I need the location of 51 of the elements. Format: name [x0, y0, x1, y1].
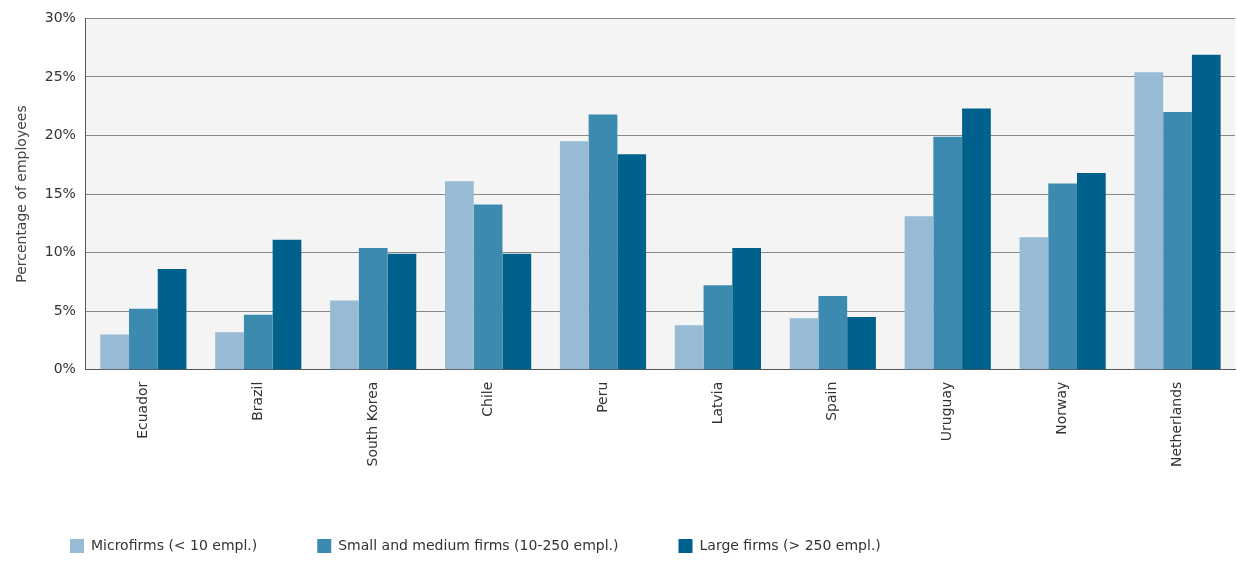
- x-tick-label: Ecuador: [134, 381, 151, 439]
- y-tick-label: 25%: [44, 67, 76, 84]
- bar: [617, 154, 647, 370]
- bar: [732, 247, 761, 370]
- x-tick-label: Netherlands: [1168, 381, 1185, 467]
- legend-label: Large firms (> 250 empl.): [699, 536, 881, 553]
- bar: [962, 108, 991, 370]
- x-tick-label: Spain: [823, 381, 840, 421]
- bar: [445, 181, 474, 370]
- x-tick-label: Uruguay: [938, 381, 955, 442]
- x-tick-label: Brazil: [248, 381, 265, 421]
- bar: [215, 332, 244, 370]
- bar: [1019, 237, 1049, 370]
- bar: [1134, 72, 1164, 370]
- bar: [818, 295, 848, 370]
- bar: [703, 285, 733, 370]
- bar: [1077, 172, 1106, 370]
- y-tick-label: 30%: [44, 9, 76, 26]
- x-tick-label: Latvia: [708, 381, 725, 425]
- bar: [847, 316, 876, 370]
- bar: [272, 239, 302, 370]
- legend-label: Small and medium firms (10-250 empl.): [338, 536, 619, 553]
- bar: [789, 318, 819, 370]
- bar: [157, 268, 187, 370]
- x-tick-label: Chile: [478, 381, 495, 417]
- y-tick-label: 5%: [53, 301, 76, 318]
- x-tick-label: Norway: [1053, 381, 1070, 435]
- bar: [1191, 54, 1221, 370]
- bar: [559, 141, 589, 370]
- bar: [904, 216, 934, 370]
- bar: [588, 114, 618, 370]
- legend-label: Microfirms (< 10 empl.): [91, 536, 258, 553]
- x-tick-label: Peru: [593, 381, 610, 413]
- y-tick-label: 20%: [44, 126, 76, 143]
- bar: [473, 204, 503, 370]
- bar: [330, 300, 359, 370]
- x-tick-label: South Korea: [363, 381, 380, 467]
- bar: [387, 253, 417, 370]
- y-tick-label: 0%: [53, 360, 76, 377]
- bar: [129, 308, 158, 370]
- bar: [1163, 112, 1192, 370]
- y-axis-title: Percentage of employees: [13, 105, 30, 283]
- bar: [933, 136, 963, 370]
- y-tick-label: 15%: [44, 184, 76, 201]
- y-tick-label: 10%: [44, 243, 76, 260]
- bar: [1048, 183, 1077, 370]
- bar: [674, 325, 704, 370]
- bar: [502, 253, 532, 370]
- bar: [358, 247, 388, 370]
- bar: [100, 334, 130, 370]
- bar: [243, 314, 273, 370]
